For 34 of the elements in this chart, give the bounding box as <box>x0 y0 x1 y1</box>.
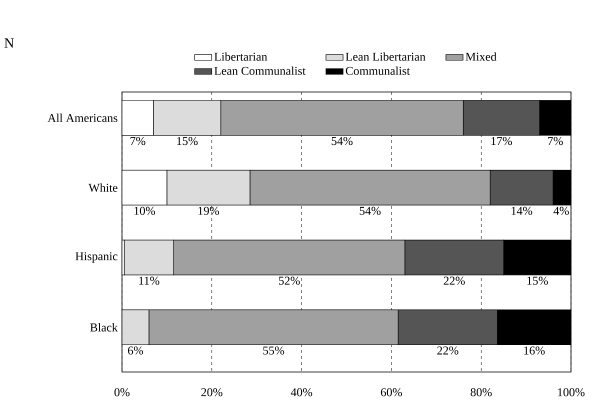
data-label: 54% <box>332 136 353 146</box>
data-label: 55% <box>263 346 284 355</box>
y-tick-label: Hispanic <box>76 252 118 263</box>
data-label: 22% <box>437 346 458 355</box>
data-label: 7% <box>548 136 563 146</box>
y-tick-label: White <box>88 183 118 192</box>
data-label: 52% <box>278 276 300 285</box>
text: N <box>4 38 14 48</box>
data-label: 10% <box>134 206 156 215</box>
x-tick-label: 60% <box>380 388 402 396</box>
y-tick-label: Black <box>90 323 118 332</box>
x-tick-label: 20% <box>201 388 222 396</box>
x-tick-label: 100% <box>558 388 585 396</box>
y-tick-label: All Americans <box>48 114 118 122</box>
data-label: 7% <box>130 136 146 146</box>
data-label: 16% <box>524 346 545 355</box>
legend-label: Lean Libertarian <box>346 52 426 61</box>
data-label: 4% <box>554 206 569 215</box>
legend-label: Lean Communalist <box>214 66 306 75</box>
data-label: 14% <box>512 206 532 215</box>
legend-label: Mixed <box>466 52 496 61</box>
x-tick-label: 80% <box>470 388 492 396</box>
data-label: 17% <box>491 136 512 146</box>
x-tick-label: 40% <box>290 388 312 396</box>
data-label: 11% <box>139 276 160 285</box>
legend-label: Communalist <box>346 66 410 75</box>
legend-label: Libertarian <box>214 52 268 61</box>
data-label: 6% <box>128 346 144 355</box>
data-label: 15% <box>177 136 198 146</box>
data-label: 15% <box>527 276 548 285</box>
data-label: 19% <box>198 206 220 215</box>
data-label: 22% <box>444 276 465 285</box>
x-tick-label: 0% <box>114 388 130 396</box>
data-label: 54% <box>360 206 381 215</box>
